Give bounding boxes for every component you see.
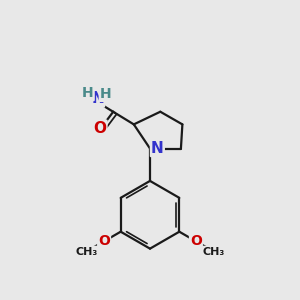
- Text: H: H: [82, 86, 94, 100]
- Text: N: N: [91, 92, 104, 106]
- Text: O: O: [94, 121, 106, 136]
- Text: O: O: [190, 234, 202, 248]
- Text: CH₃: CH₃: [202, 247, 225, 256]
- Text: N: N: [151, 141, 164, 156]
- Text: H: H: [100, 87, 111, 101]
- Text: O: O: [98, 234, 110, 248]
- Text: CH₃: CH₃: [75, 247, 98, 256]
